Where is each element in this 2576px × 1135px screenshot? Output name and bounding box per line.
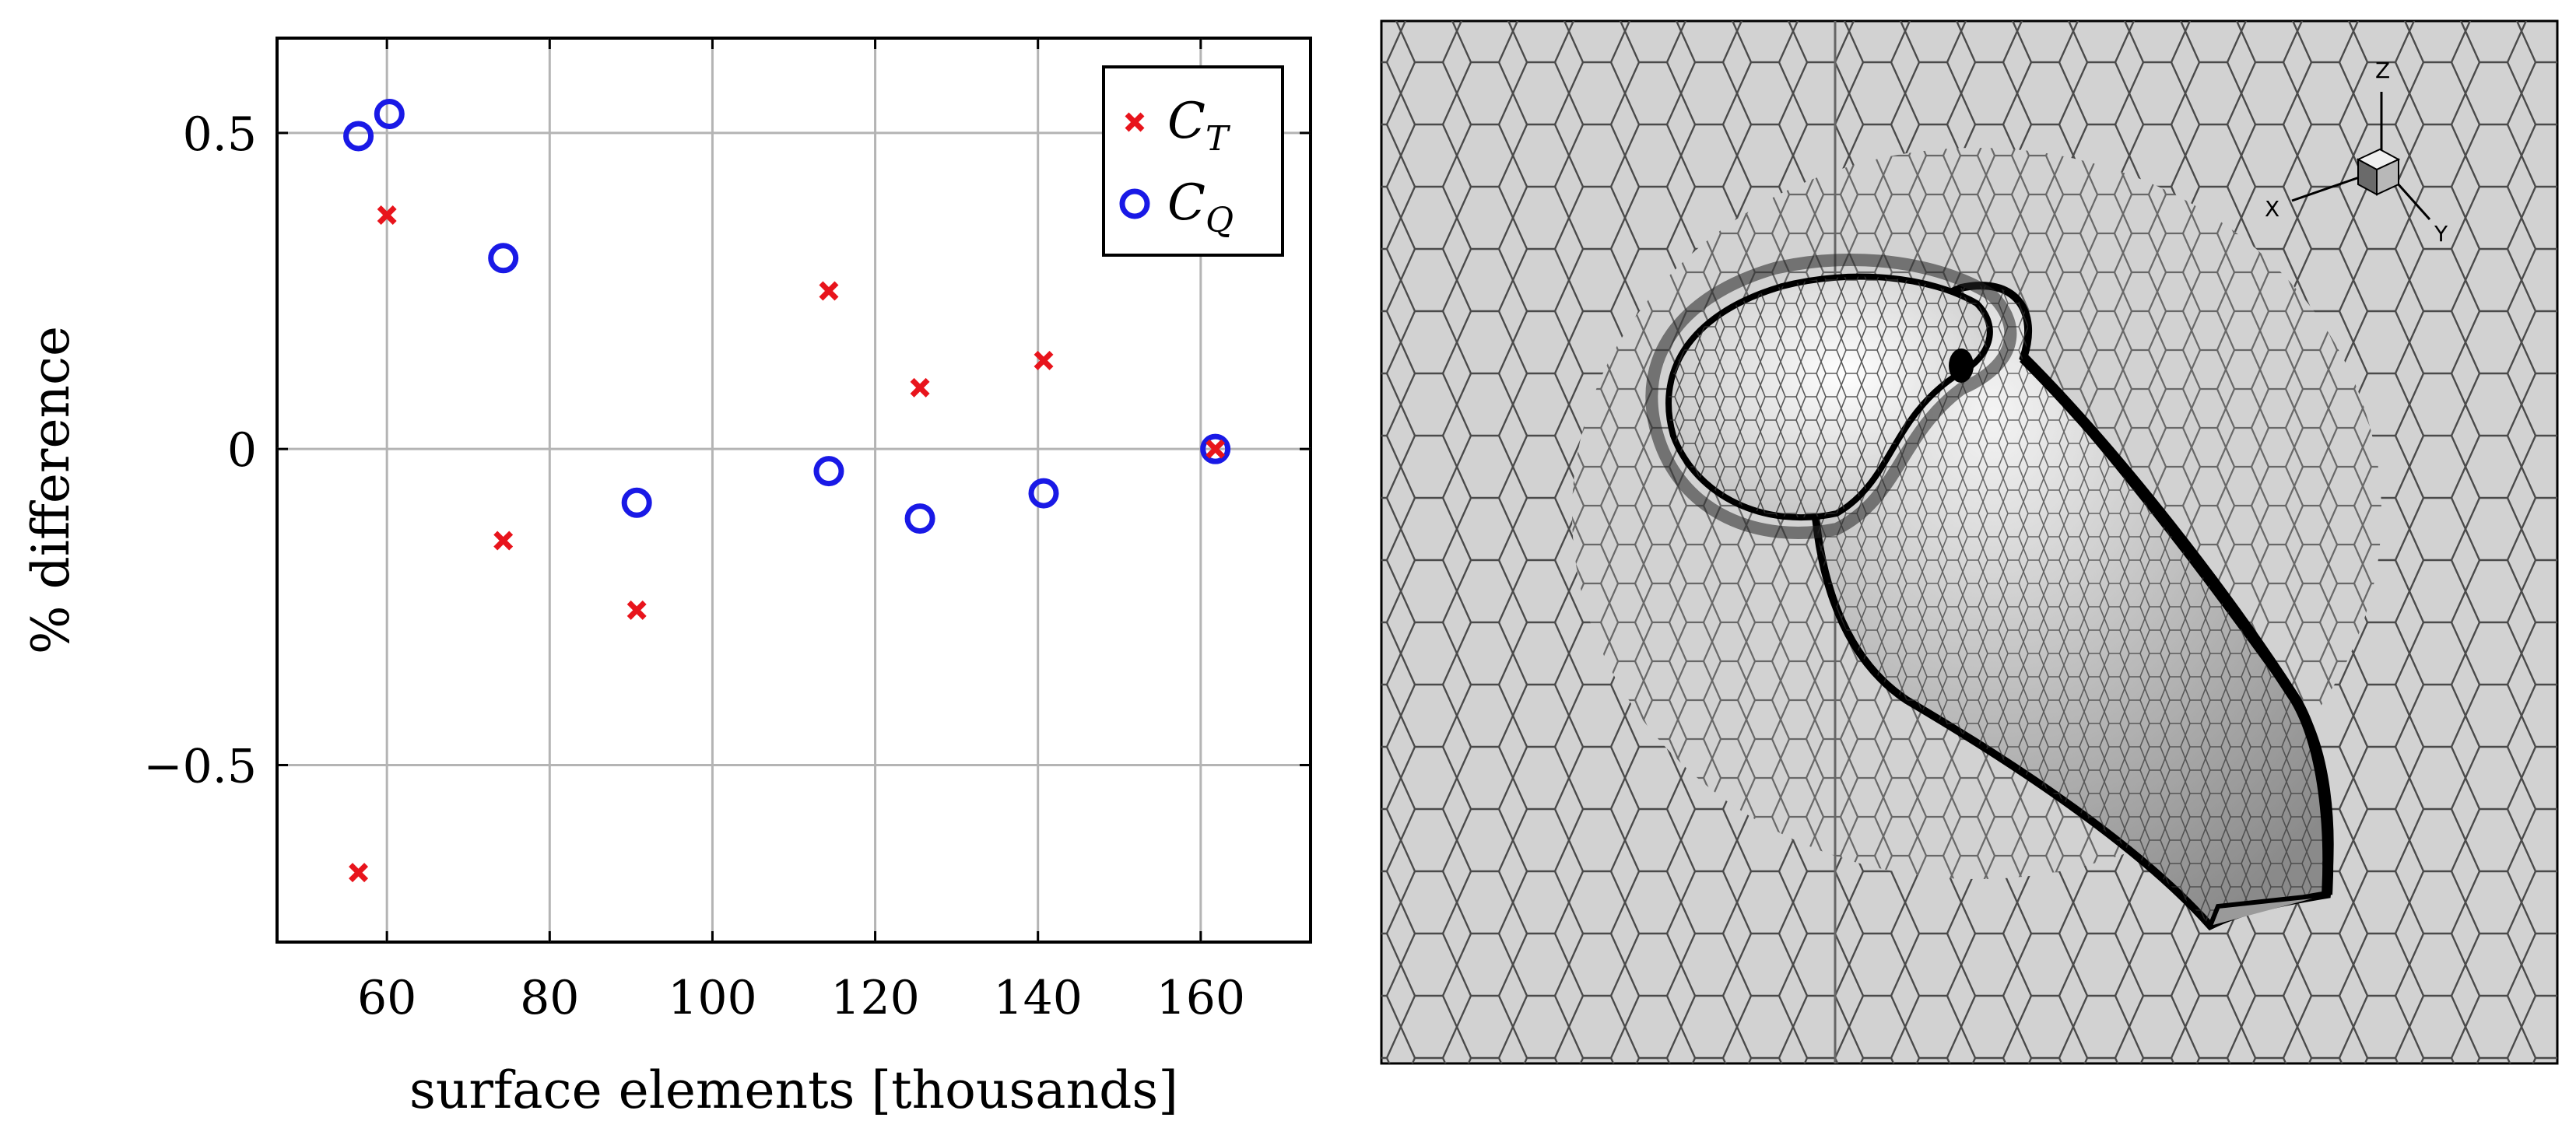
legend-x-marker-icon <box>1125 112 1145 132</box>
legend-label-ct: CT <box>1167 93 1231 159</box>
legend: CT CQ <box>1102 65 1284 257</box>
cq-data-point <box>904 503 935 534</box>
y-tick-label: 0.5 <box>183 107 257 162</box>
axis-ticks <box>277 38 1311 942</box>
x-axis-label: surface elements [thousands] <box>409 1060 1178 1120</box>
blade-trailing-edge <box>2020 354 2334 895</box>
x-tick-label: 80 <box>520 971 579 1025</box>
ct-data-point <box>910 377 930 398</box>
x-marker-stroke <box>819 281 839 301</box>
legend-box <box>1102 65 1284 257</box>
plot-area-frame <box>275 37 1312 944</box>
y-axis-label: % difference <box>21 326 81 654</box>
legend-cq-circle <box>1119 188 1150 219</box>
legend-ct-x <box>1125 112 1145 132</box>
y-tick-label: −0.5 <box>143 739 257 793</box>
data-markers <box>343 99 1231 883</box>
coordinate-triad-icon: Z X Y <box>2265 58 2448 247</box>
legend-label-cq: CQ <box>1167 174 1234 240</box>
triad-label-z: Z <box>2375 58 2390 83</box>
x-tick-label: 100 <box>668 971 757 1025</box>
x-tick-label: 60 <box>357 971 416 1025</box>
x-marker-stroke <box>1125 112 1145 132</box>
blade-root-cut <box>2208 892 2328 927</box>
x-marker-stroke <box>1034 350 1054 370</box>
cq-data-point <box>374 99 405 130</box>
x-marker-stroke <box>626 600 647 620</box>
x-marker-stroke <box>349 863 369 883</box>
x-marker-stroke <box>377 205 397 225</box>
x-marker-stroke <box>910 377 930 398</box>
ct-data-point <box>493 531 514 551</box>
x-marker-stroke <box>1206 439 1226 459</box>
legend-circle-marker-icon <box>1119 188 1150 219</box>
ct-data-point <box>1206 439 1226 459</box>
x-marker-stroke <box>493 531 514 551</box>
ct-data-point <box>349 863 369 883</box>
blade-tip-mesh <box>1669 276 1990 518</box>
cq-data-point <box>621 487 652 518</box>
ct-data-point <box>377 205 397 225</box>
blade-tip-boundary-layer <box>1645 254 2017 539</box>
ct-data-point <box>1034 350 1054 370</box>
x-tick-label: 160 <box>1156 971 1246 1025</box>
blade-body-mesh <box>1813 286 2330 926</box>
cq-data-point <box>343 121 374 152</box>
triad-label-y: Y <box>2434 221 2448 247</box>
legend-entry-cq: CQ <box>1119 174 1234 240</box>
x-tick-label: 140 <box>993 971 1083 1025</box>
y-tick-label: 0 <box>227 423 257 478</box>
legend-entry-ct: CT <box>1125 93 1231 159</box>
cq-data-point <box>1028 478 1059 509</box>
cq-data-point <box>488 243 519 274</box>
cq-data-point <box>813 456 844 487</box>
blade-mesh-image: Z X Y <box>1380 19 2559 1065</box>
ct-data-point <box>626 600 647 620</box>
scatter-chart: 60 80 100 120 140 160 −0.5 0 0.5 surface element… <box>21 37 1312 1120</box>
blade-tip-vortex-point <box>1949 349 1974 383</box>
tick-labels: 60 80 100 120 140 160 −0.5 0 0.5 <box>143 107 1245 1025</box>
triad-label-x: X <box>2265 196 2279 222</box>
cq-data-point <box>1200 433 1231 464</box>
x-tick-label: 120 <box>830 971 920 1025</box>
ct-data-point <box>819 281 839 301</box>
blade-tip <box>1645 254 2017 539</box>
